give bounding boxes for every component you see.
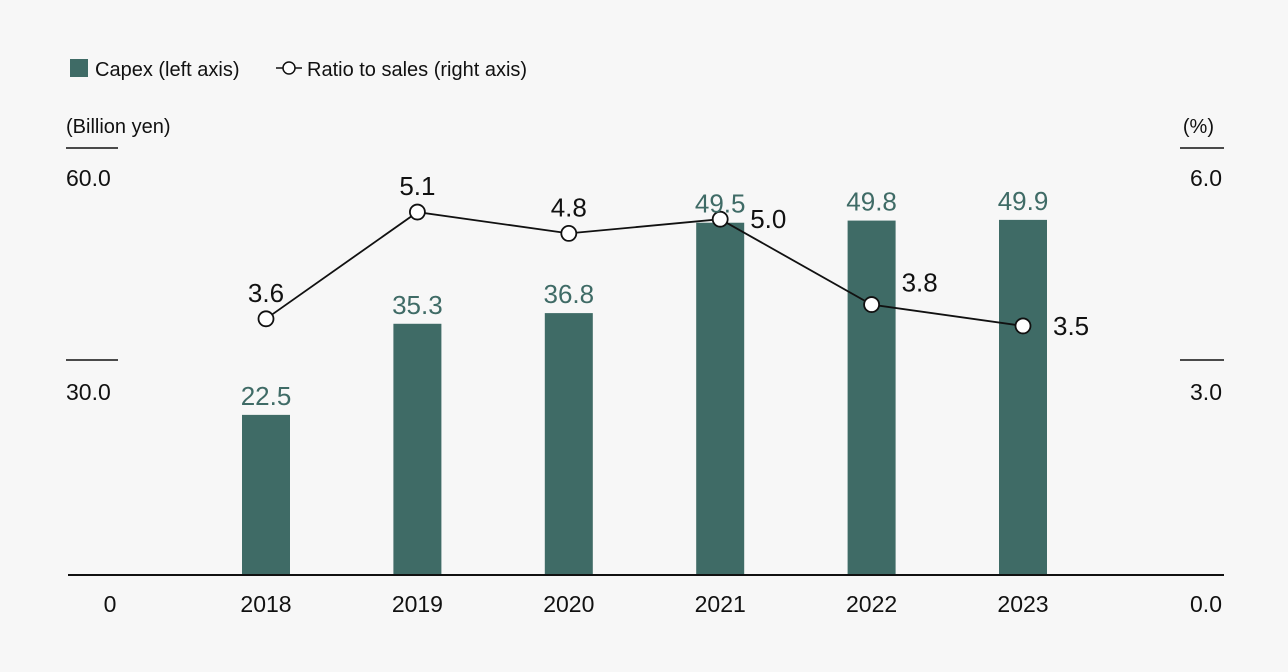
ratio-marker-2023 [1014, 317, 1032, 335]
bar-2019 [393, 323, 442, 575]
bar-value-label-2021: 49.5 [695, 189, 746, 219]
bar-value-label-2023: 49.9 [998, 186, 1049, 216]
bar-value-label-2020: 36.8 [543, 279, 594, 309]
x-tick-label-2023: 2023 [997, 591, 1048, 617]
bar-value-label-2019: 35.3 [392, 290, 443, 320]
ratio-marker-2018 [257, 310, 275, 328]
x-tick-label-2022: 2022 [846, 591, 897, 617]
left-axis-unit: (Billion yen) [66, 116, 170, 138]
x-tick-label-2018: 2018 [240, 591, 291, 617]
ratio-value-label-2019: 5.1 [399, 171, 435, 201]
bar-2020 [544, 313, 593, 575]
bar-value-label-2018: 22.5 [241, 381, 292, 411]
x-tick-label-2019: 2019 [392, 591, 443, 617]
left-tick-label-0: 0 [104, 591, 117, 617]
ratio-marker-2020 [560, 224, 578, 242]
x-tick-label-2020: 2020 [543, 591, 594, 617]
right-tick-label-6: 6.0 [1190, 165, 1222, 191]
right-axis-unit: (%) [1183, 116, 1214, 138]
bars [242, 219, 1047, 575]
ratio-marker-2019 [408, 203, 426, 221]
ratio-value-label-2022: 3.8 [902, 268, 938, 298]
legend-line-label: Ratio to sales (right axis) [307, 59, 527, 81]
left-tick-label-60: 60.0 [66, 165, 111, 191]
x-tick-labels: 2018 2019 2020 2021 2022 2023 [240, 591, 1048, 617]
ratio-value-label-2023: 3.5 [1053, 311, 1089, 341]
bar-2018 [242, 414, 290, 575]
legend-line-marker [282, 61, 296, 75]
right-tick-label-3: 3.0 [1190, 379, 1222, 405]
bar-value-label-2022: 49.8 [846, 187, 897, 217]
ratio-value-label-2021: 5.0 [750, 204, 786, 234]
bar-2023 [999, 219, 1047, 575]
ratio-value-label-2018: 3.6 [248, 278, 284, 308]
ratio-marker-2022 [863, 296, 880, 313]
legend-bar-label: Capex (left axis) [95, 59, 240, 81]
legend: Capex (left axis) Ratio to sales (right … [70, 59, 527, 81]
data-labels: 22.5 35.3 36.8 49.5 49.8 49.9 3.6 5.1 4.8 5.0 3.8 3… [241, 171, 1089, 411]
ratio-line-series [257, 203, 1032, 335]
left-tick-label-30: 30.0 [66, 379, 111, 405]
ratio-marker-2021 [711, 210, 729, 228]
right-tick-label-0: 0.0 [1190, 591, 1222, 617]
bar-2021 [696, 222, 745, 575]
bar-2022 [847, 220, 896, 575]
x-tick-label-2021: 2021 [695, 591, 746, 617]
ratio-line [265, 211, 1024, 327]
legend-bar-swatch [70, 59, 88, 77]
ratio-value-label-2020: 4.8 [551, 192, 587, 222]
